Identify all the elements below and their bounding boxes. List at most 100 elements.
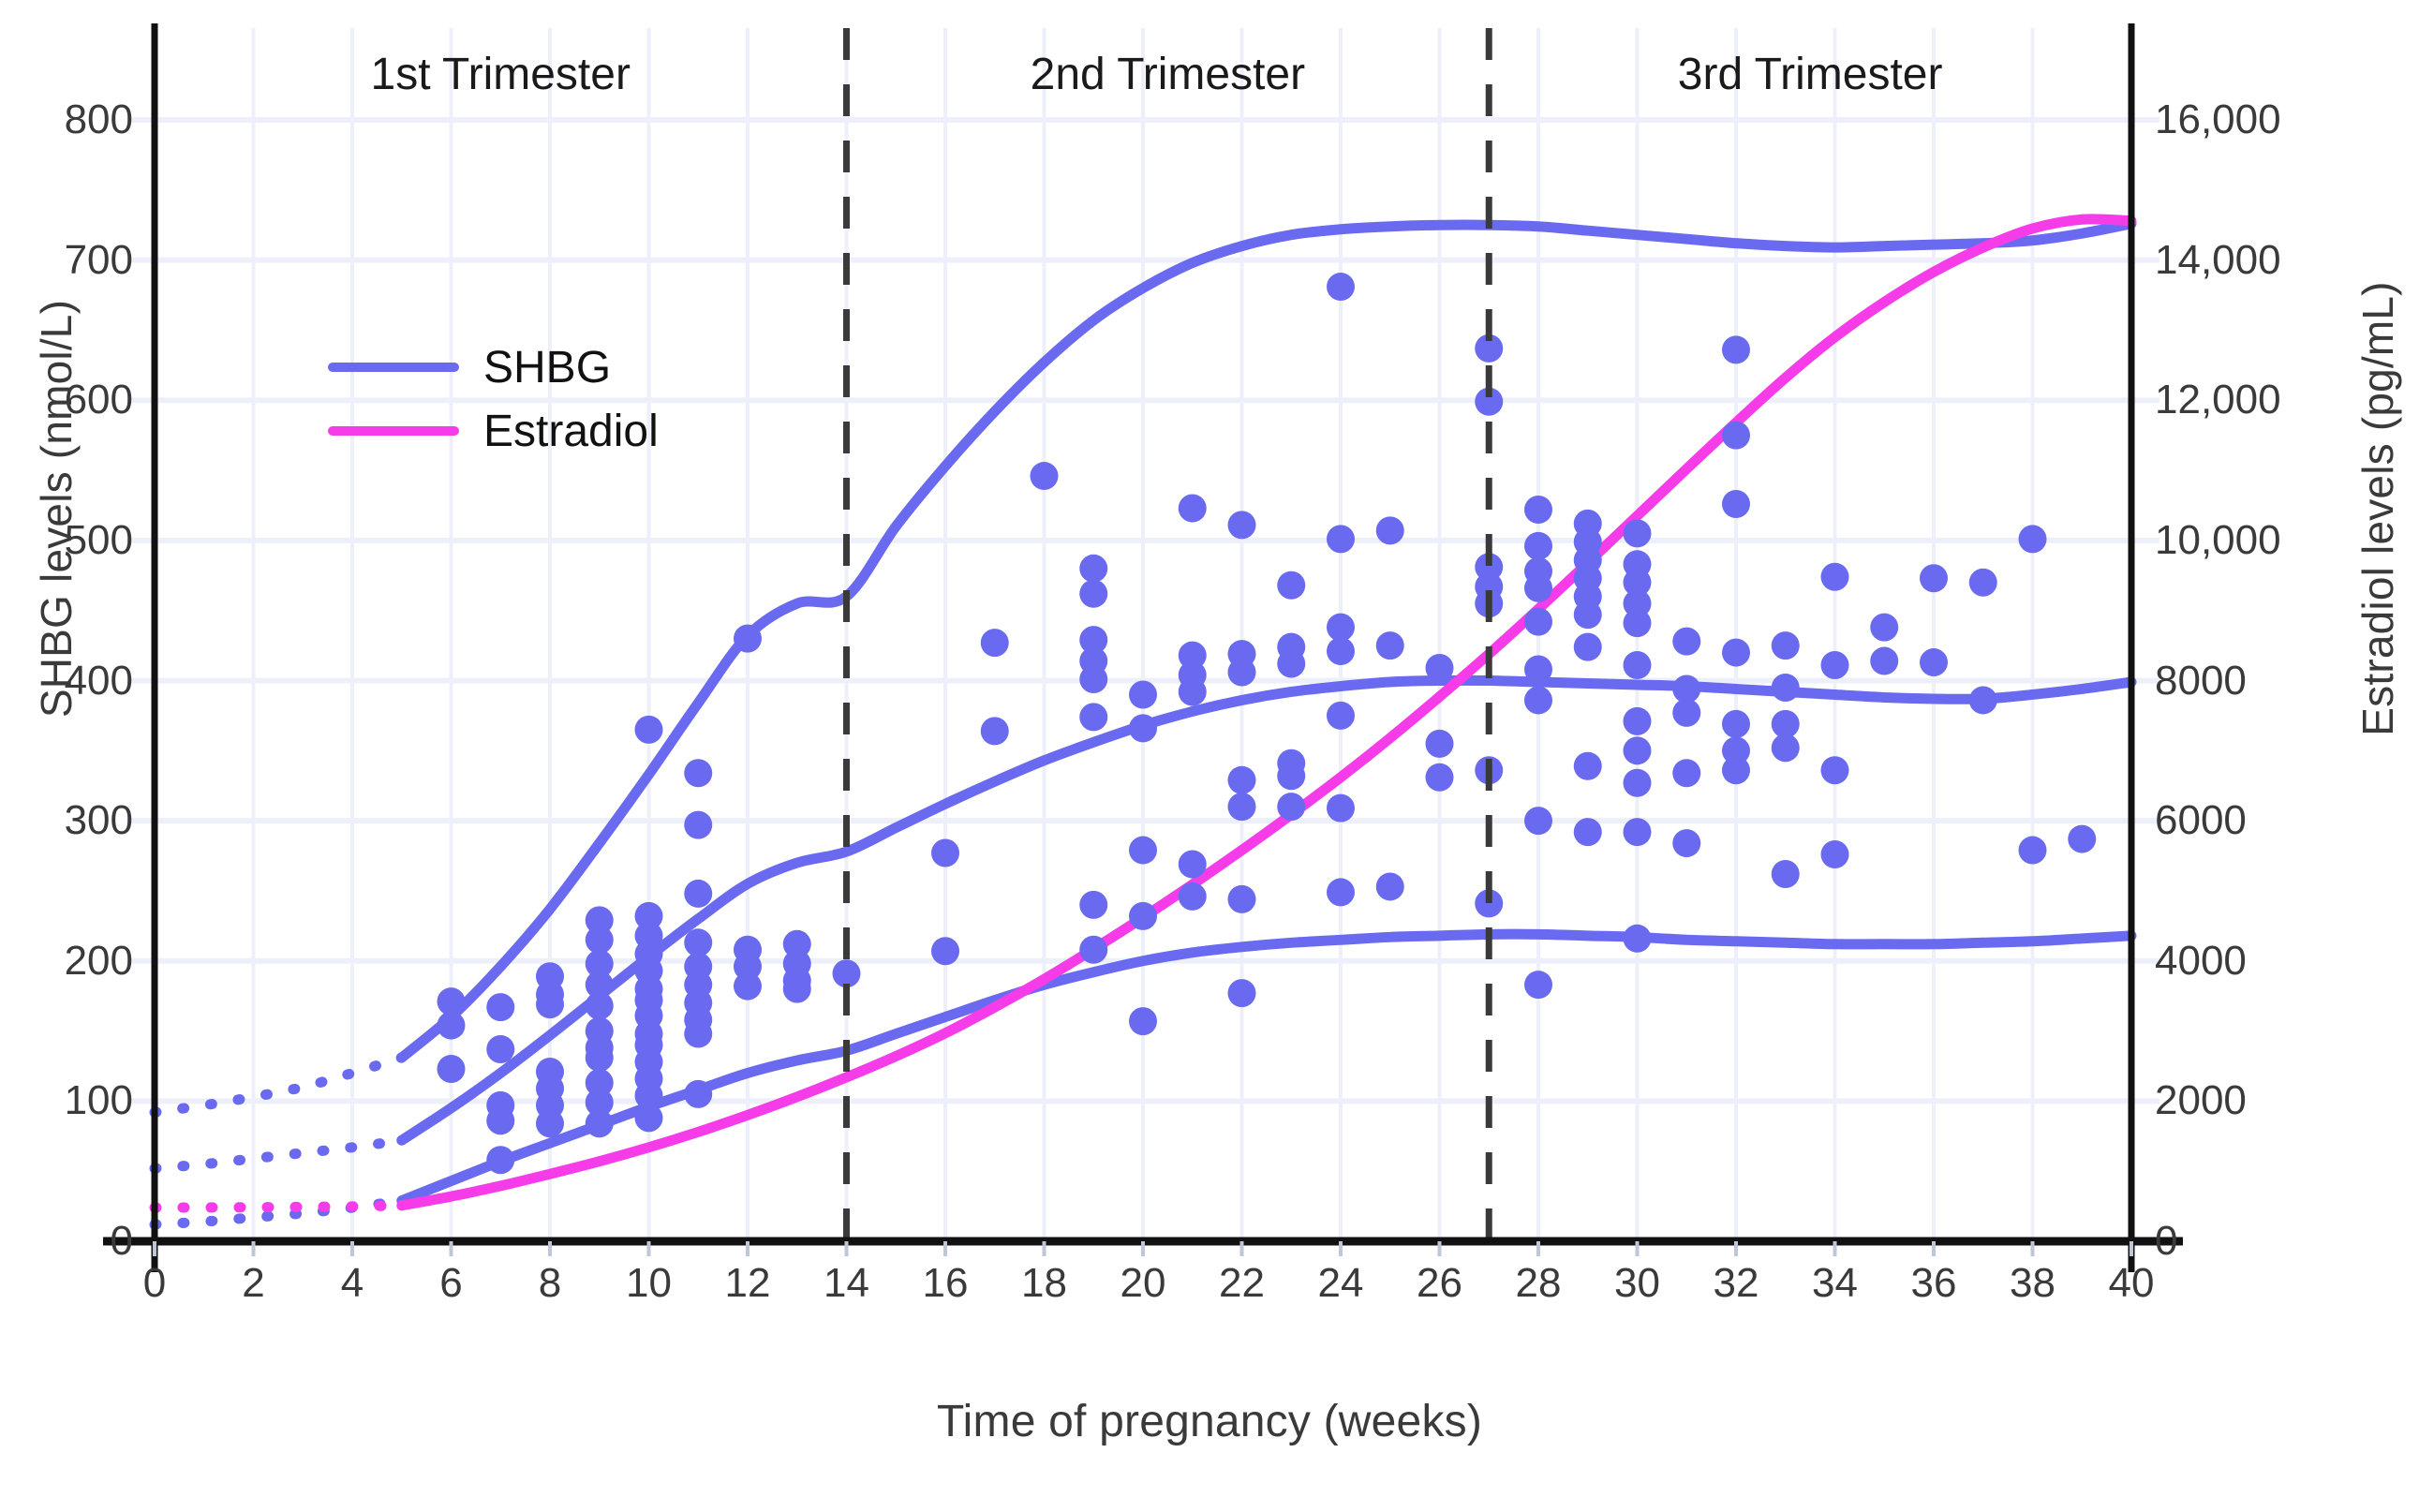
scatter-point — [1771, 859, 1800, 888]
series-line-dashed — [149, 1134, 408, 1174]
scatter-point — [536, 990, 564, 1019]
x-axis-tick-label: 0 — [142, 1260, 167, 1306]
scatter-point — [1771, 734, 1800, 763]
scatter-point — [585, 1088, 614, 1117]
y-axis-right-tick-label: 8000 — [2155, 657, 2247, 704]
scatter-point — [1920, 648, 1948, 677]
scatter-point — [684, 1019, 713, 1048]
legend-label: Estradiol — [483, 406, 659, 456]
scatter-point — [980, 629, 1009, 658]
scatter-point — [1524, 971, 1552, 1000]
scatter-point — [1771, 673, 1800, 702]
scatter-point — [1623, 589, 1652, 618]
scatter-point — [1524, 495, 1552, 524]
series-line-dashed — [149, 1052, 408, 1118]
x-axis-tick-label: 26 — [1417, 1260, 1462, 1306]
scatter-point — [1227, 793, 1256, 822]
y-axis-left-tick-label: 800 — [64, 96, 133, 142]
scatter-point — [1524, 686, 1552, 715]
scatter-point — [1129, 1007, 1157, 1036]
x-axis-tick-label: 18 — [1021, 1260, 1067, 1306]
legend-item[interactable]: Estradiol — [328, 399, 659, 463]
y-axis-right-tick-label: 14,000 — [2155, 236, 2281, 283]
scatter-point — [782, 929, 811, 958]
scatter-point — [1178, 494, 1207, 523]
legend-item[interactable]: SHBG — [328, 335, 659, 399]
scatter-point — [1079, 626, 1108, 655]
scatter-point — [1079, 554, 1108, 583]
scatter-point — [1820, 651, 1849, 680]
scatter-point — [1327, 525, 1355, 554]
scatter-point — [585, 1068, 614, 1097]
scatter-point — [931, 838, 959, 867]
scatter-point — [1870, 613, 1899, 642]
scatter-point — [585, 991, 614, 1020]
scatter-point — [1030, 462, 1059, 491]
scatter-point — [1227, 979, 1256, 1008]
scatter-point — [1425, 763, 1454, 792]
series-line — [396, 674, 2137, 1146]
scatter-point — [1079, 890, 1108, 919]
series-line-dashed — [149, 1200, 408, 1213]
legend-swatch — [328, 426, 459, 436]
x-axis-tick-label: 2 — [242, 1260, 265, 1306]
scatter-point — [1524, 607, 1552, 636]
y-axis-right-tick-label: 10,000 — [2155, 516, 2281, 563]
x-axis-tick-label: 34 — [1812, 1260, 1858, 1306]
y-axis-left-tick-label: 100 — [64, 1077, 133, 1124]
scatter-point — [1524, 655, 1552, 684]
y-axis-right-tick-label: 0 — [2155, 1218, 2178, 1264]
x-axis-tick-label: 38 — [2010, 1260, 2055, 1306]
y-axis-left-title: SHBG levels (nmol/L) — [32, 299, 81, 719]
scatter-point — [1327, 793, 1355, 823]
x-axis-tick-label: 8 — [538, 1260, 562, 1306]
x-axis-tick-label: 6 — [439, 1260, 463, 1306]
scatter-point — [1968, 568, 1997, 597]
scatter-point — [1573, 751, 1602, 780]
x-axis-tick-label: 40 — [2108, 1260, 2155, 1306]
scatter-point — [1178, 641, 1207, 670]
scatter-point — [1623, 568, 1652, 597]
scatter-point — [1820, 756, 1849, 785]
scatter-point — [1079, 665, 1108, 694]
scatter-point — [1425, 654, 1454, 683]
scatter-point — [1722, 736, 1750, 765]
scatter-point — [1277, 571, 1306, 600]
x-axis-tick-label: 12 — [724, 1260, 771, 1306]
series-line — [396, 218, 2137, 1063]
y-axis-left-tick-label: 300 — [64, 797, 133, 844]
scatter-point — [1573, 818, 1602, 847]
scatter-point — [1327, 273, 1355, 302]
scatter-point — [1623, 736, 1652, 765]
scatter-point — [1672, 759, 1701, 788]
y-axis-left-tick-label: 500 — [64, 516, 133, 563]
scatter-point — [1722, 335, 1750, 364]
legend-swatch — [328, 363, 459, 372]
scatter-point — [1178, 677, 1207, 706]
scatter-point — [1129, 714, 1157, 743]
x-axis-tick-label: 28 — [1515, 1260, 1562, 1306]
scatter-point — [585, 971, 614, 1000]
scatter-point — [734, 971, 762, 1001]
scatter-point — [2018, 525, 2047, 554]
scatter-point — [634, 1104, 663, 1133]
scatter-point — [2018, 836, 2047, 865]
scatter-point — [1920, 564, 1948, 593]
scatter-point — [1327, 613, 1355, 642]
scatter-point — [437, 987, 466, 1016]
scatter-point — [1129, 901, 1157, 930]
scatter-point — [1079, 703, 1108, 732]
y-axis-right-title: Estradiol levels (pg/mL) — [2353, 281, 2402, 736]
scatter-point — [536, 1109, 564, 1138]
scatter-point — [585, 906, 614, 935]
scatter-point — [1771, 709, 1800, 738]
y-axis-left-tick-label: 400 — [64, 657, 133, 704]
chart-legend: SHBG Estradiol — [328, 335, 659, 463]
scatter-point — [1425, 729, 1454, 758]
scatter-point — [684, 759, 713, 788]
scatter-point — [734, 624, 762, 653]
x-axis-tick-label: 16 — [922, 1260, 969, 1306]
scatter-point — [1375, 516, 1404, 545]
scatter-point — [1227, 658, 1256, 687]
